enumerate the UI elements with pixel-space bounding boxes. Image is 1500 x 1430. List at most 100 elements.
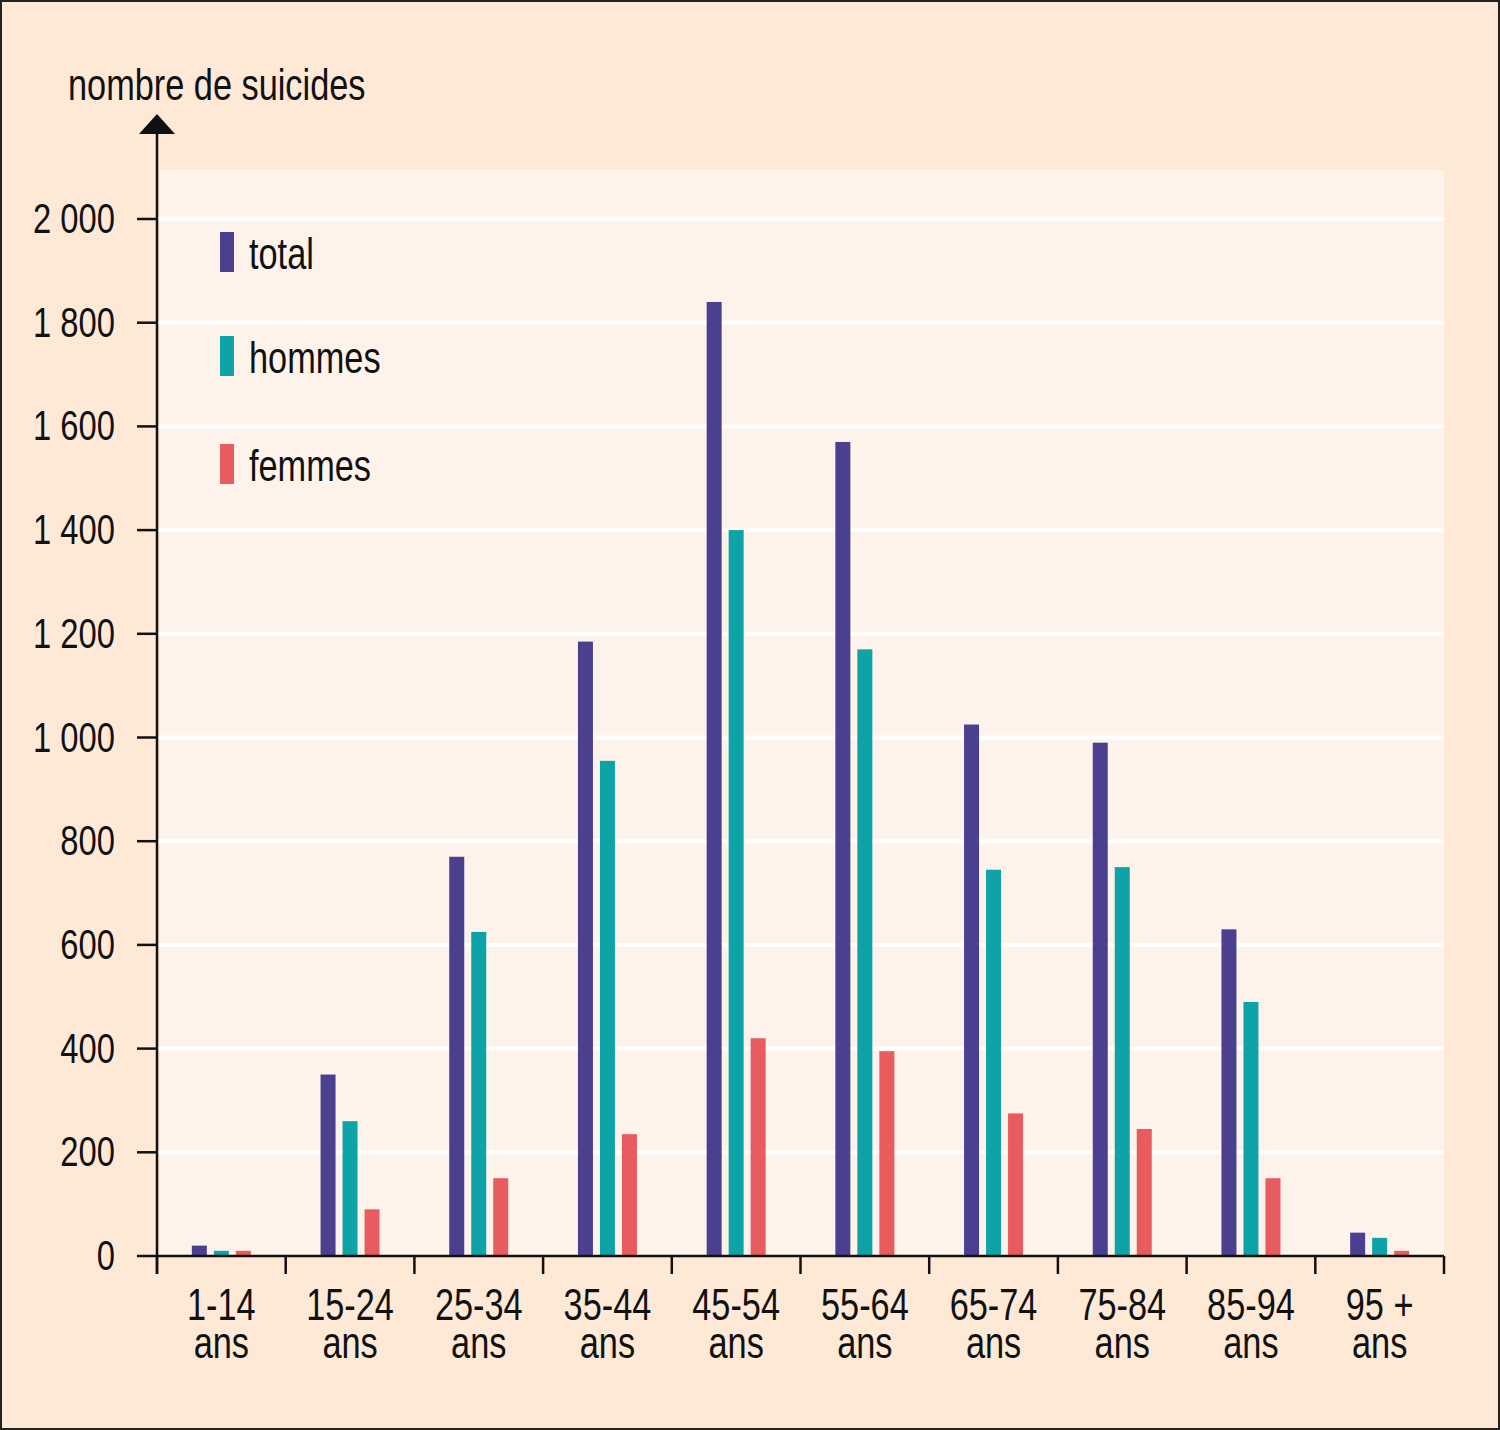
x-tick-label: 35-44ans [564, 1280, 652, 1367]
x-tick-label-line: ans [322, 1318, 377, 1367]
y-tick-label: 1 200 [33, 610, 115, 657]
bar [192, 1246, 207, 1256]
bar [1372, 1238, 1387, 1256]
chart: 0 200 400 600 800 1 000 1 200 1 400 1 600 1 800 2 … [0, 0, 1500, 1430]
bar [365, 1209, 380, 1256]
y-axis-arrow [139, 114, 175, 134]
bar [622, 1134, 637, 1256]
grid-line [157, 217, 1444, 221]
bar [343, 1121, 358, 1256]
x-tick-label-line: ans [1095, 1318, 1150, 1367]
y-tick-label: 2 000 [33, 195, 115, 242]
bar [879, 1051, 894, 1256]
y-tick [137, 1047, 157, 1050]
x-tick-label: 95 +ans [1346, 1280, 1414, 1367]
bar [1115, 867, 1130, 1256]
bar [964, 725, 979, 1256]
x-tick-label-line: ans [1223, 1318, 1278, 1367]
y-tick-label: 1 600 [33, 402, 115, 449]
legend-label: femmes [249, 441, 371, 490]
bar [600, 761, 615, 1256]
background [1, 1, 1499, 1429]
bar [1008, 1113, 1023, 1256]
x-tick [542, 1256, 545, 1274]
y-tick-label: 600 [60, 921, 115, 968]
x-tick [928, 1256, 931, 1274]
grid-line [157, 528, 1444, 532]
legend-swatch [220, 232, 234, 272]
y-tick-label: 1 000 [33, 714, 115, 761]
legend-swatch [220, 444, 234, 484]
x-tick-label: 25-34ans [435, 1280, 523, 1367]
bar [449, 857, 464, 1256]
y-tick-label: 1 400 [33, 506, 115, 553]
bar [729, 530, 744, 1256]
y-tick [137, 1151, 157, 1154]
y-tick [137, 321, 157, 324]
x-tick [671, 1256, 674, 1274]
x-tick-label-line: ans [451, 1318, 506, 1367]
x-tick-label-line: ans [580, 1318, 635, 1367]
bar [707, 302, 722, 1256]
x-tick-label-line: ans [1352, 1318, 1407, 1367]
grid-line [157, 943, 1444, 947]
grid-line [157, 839, 1444, 843]
y-tick-label: 400 [60, 1025, 115, 1072]
x-tick-label-line: ans [837, 1318, 892, 1367]
y-tick [137, 840, 157, 843]
grid-line [157, 321, 1444, 325]
bar [835, 442, 850, 1256]
y-tick [137, 425, 157, 428]
grid-line [157, 424, 1444, 428]
y-axis-label: nombre de suicides [68, 60, 365, 109]
grid-line [157, 736, 1444, 740]
bar [751, 1038, 766, 1256]
x-tick [1057, 1256, 1060, 1274]
y-tick-label: 200 [60, 1128, 115, 1175]
x-tick-label: 45-54ans [692, 1280, 780, 1367]
grid-line [157, 632, 1444, 636]
bar [857, 649, 872, 1256]
x-tick [413, 1256, 416, 1274]
x-tick-label: 1-14ans [187, 1280, 256, 1367]
legend-swatch [220, 336, 234, 376]
bar [1221, 929, 1236, 1256]
bar [493, 1178, 508, 1256]
x-tick-label-line: ans [966, 1318, 1021, 1367]
y-tick-label: 1 800 [33, 299, 115, 346]
y-tick [137, 529, 157, 532]
plot-area [160, 170, 1444, 1256]
legend-label: hommes [249, 333, 381, 382]
legend-label: total [249, 229, 314, 278]
y-tick [137, 218, 157, 221]
x-tick [1185, 1256, 1188, 1274]
x-tick [799, 1256, 802, 1274]
y-tick [137, 633, 157, 636]
bar [1243, 1002, 1258, 1256]
bar [1350, 1233, 1365, 1256]
x-tick [284, 1256, 287, 1274]
x-tick [1443, 1256, 1446, 1274]
x-tick-label: 75-84ans [1078, 1280, 1166, 1367]
x-tick-label: 15-24ans [306, 1280, 394, 1367]
bar [578, 642, 593, 1256]
bar [986, 870, 1001, 1256]
x-tick [1314, 1256, 1317, 1274]
y-tick [137, 736, 157, 739]
x-tick-label: 85-94ans [1207, 1280, 1295, 1367]
y-tick [137, 1255, 157, 1258]
bar [1265, 1178, 1280, 1256]
y-tick [137, 944, 157, 947]
x-tick-label: 65-74ans [950, 1280, 1038, 1367]
bar [1093, 743, 1108, 1256]
x-tick-label-line: ans [194, 1318, 249, 1367]
bars [192, 302, 1409, 1256]
x-tick-label-line: ans [708, 1318, 763, 1367]
y-axis [156, 130, 159, 1274]
bar [471, 932, 486, 1256]
bar [1137, 1129, 1152, 1256]
y-tick-label: 0 [97, 1232, 115, 1279]
x-tick-label: 55-64ans [821, 1280, 909, 1367]
bar [321, 1075, 336, 1256]
y-tick-label: 800 [60, 817, 115, 864]
